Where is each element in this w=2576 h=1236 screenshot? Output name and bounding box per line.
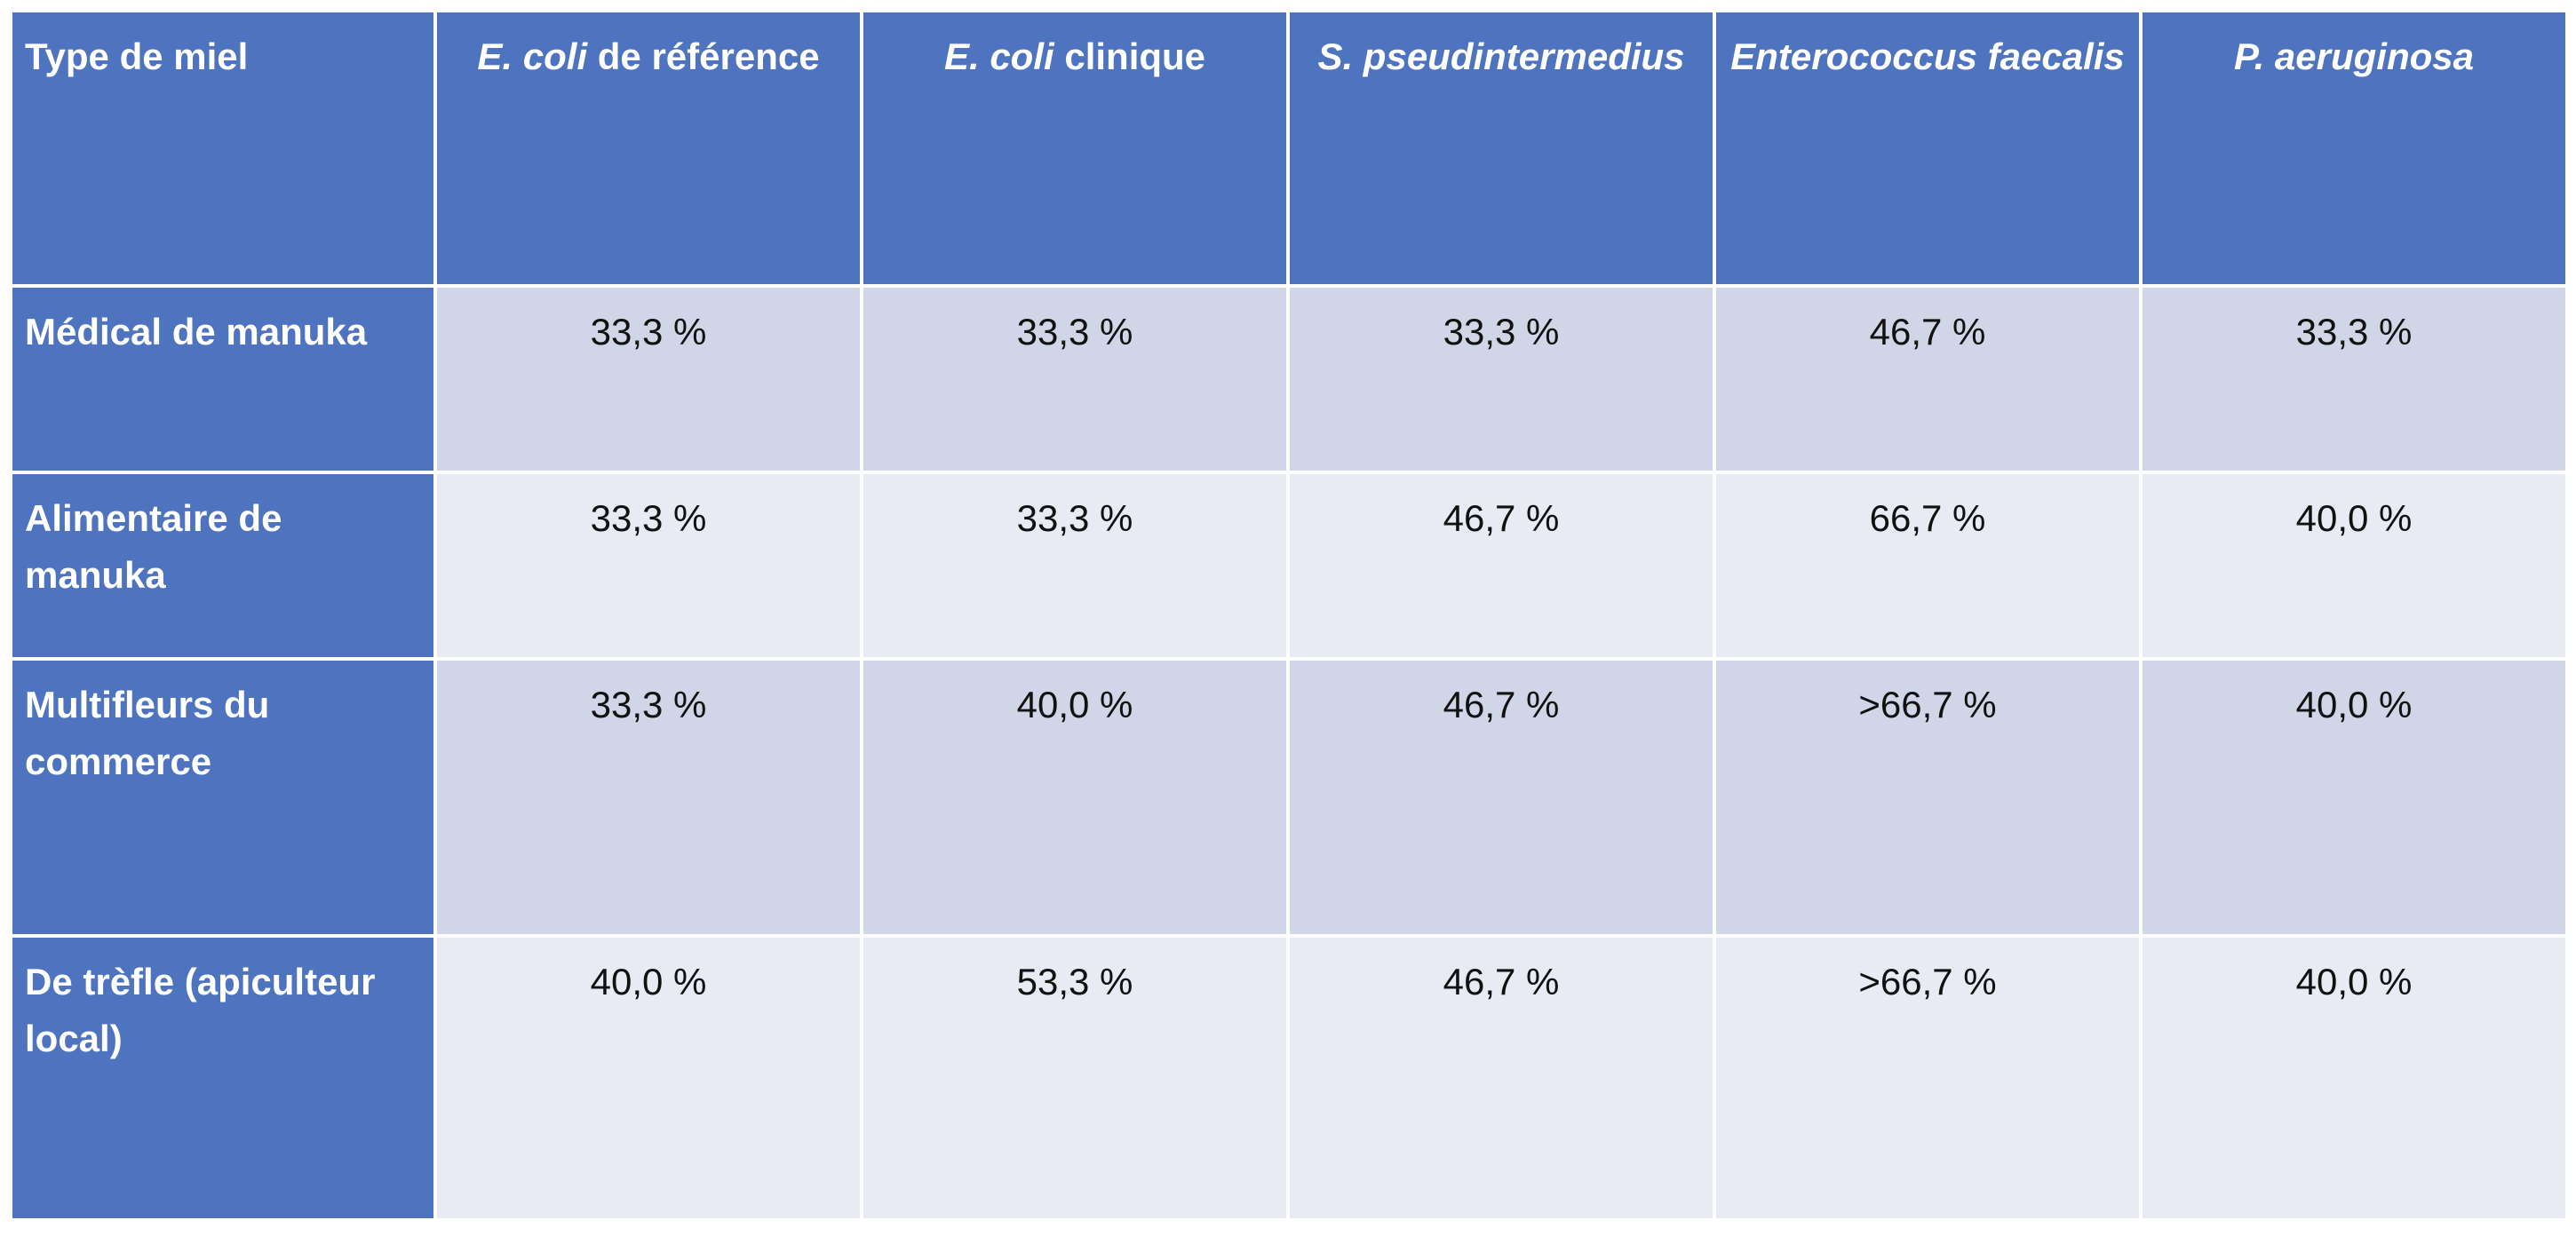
table-cell: 53,3 % — [860, 934, 1290, 1222]
table-cell: 40,0 % — [2139, 657, 2569, 938]
header-col-2: E. coli clinique — [860, 9, 1290, 288]
table-cell: 40,0 % — [2139, 471, 2569, 661]
header-col-2-species: E. coli — [943, 36, 1054, 77]
table-cell: 33,3 % — [433, 471, 863, 661]
table-cell: 33,3 % — [860, 284, 1290, 474]
header-col-1-species: E. coli — [477, 36, 588, 77]
table-row: De trèfle (apiculteur local) 40,0 % 53,3… — [9, 934, 2569, 1222]
table-cell: >66,7 % — [1713, 934, 2143, 1222]
table-cell: 66,7 % — [1713, 471, 2143, 661]
table-row: Médical de manuka 33,3 % 33,3 % 33,3 % 4… — [9, 284, 2569, 474]
header-col-2-suffix: clinique — [1053, 36, 1206, 77]
table-cell: 46,7 % — [1286, 471, 1716, 661]
table-cell: 33,3 % — [860, 471, 1290, 661]
header-honey-type: Type de miel — [9, 9, 437, 288]
table-cell: 33,3 % — [2139, 284, 2569, 474]
table-cell: >66,7 % — [1713, 657, 2143, 938]
table-row: Alimentaire de manuka 33,3 % 33,3 % 46,7… — [9, 471, 2569, 661]
header-col-1: E. coli de référence — [433, 9, 863, 288]
header-row: Type de miel E. coli de référence E. col… — [9, 9, 2569, 288]
table-cell: 40,0 % — [433, 934, 863, 1222]
header-col-4-species: Enterococcus faecalis — [1730, 36, 2125, 77]
header-col-1-suffix: de référence — [587, 36, 820, 77]
header-col-3: S. pseudintermedius — [1286, 9, 1716, 288]
row-label: Médical de manuka — [9, 284, 437, 474]
header-col-4: Enterococcus faecalis — [1713, 9, 2143, 288]
table-cell: 40,0 % — [2139, 934, 2569, 1222]
row-label: De trèfle (apiculteur local) — [9, 934, 437, 1222]
table-row: Multifleurs du commerce 33,3 % 40,0 % 46… — [9, 657, 2569, 938]
table-cell: 33,3 % — [433, 284, 863, 474]
header-col-5: P. aeruginosa — [2139, 9, 2569, 288]
row-label: Alimentaire de manuka — [9, 471, 437, 661]
honey-table-container: Type de miel E. coli de référence E. col… — [9, 9, 2569, 1222]
table-cell: 40,0 % — [860, 657, 1290, 938]
table-cell: 33,3 % — [433, 657, 863, 938]
honey-antibacterial-table: Type de miel E. coli de référence E. col… — [9, 9, 2569, 1222]
table-cell: 46,7 % — [1286, 934, 1716, 1222]
header-col-3-species: S. pseudintermedius — [1317, 36, 1685, 77]
table-cell: 33,3 % — [1286, 284, 1716, 474]
table-cell: 46,7 % — [1286, 657, 1716, 938]
row-label: Multifleurs du commerce — [9, 657, 437, 938]
table-cell: 46,7 % — [1713, 284, 2143, 474]
header-col-5-species: P. aeruginosa — [2233, 36, 2474, 77]
